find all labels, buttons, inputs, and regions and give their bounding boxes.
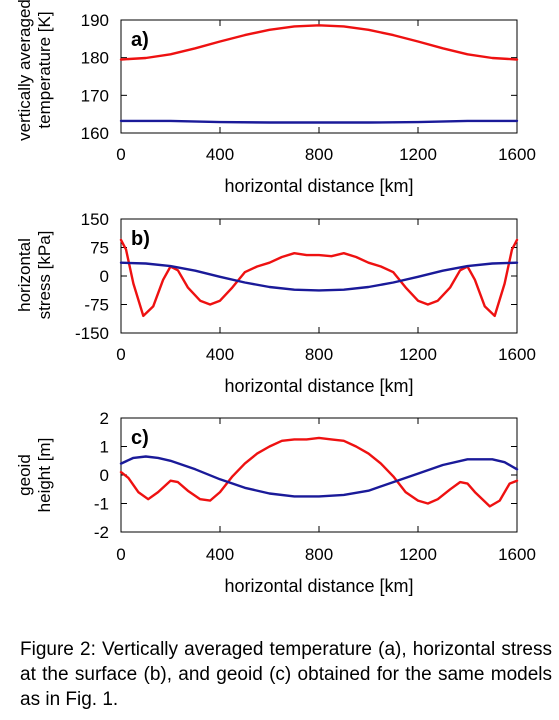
y-tick-label: -2 bbox=[94, 523, 109, 542]
x-tick-label: 1600 bbox=[498, 345, 536, 364]
panel-label: c) bbox=[131, 427, 149, 449]
panel-label: b) bbox=[131, 228, 150, 250]
figure-2-charts: 0 400 800 1200 1600160170180190a)horizontal … bbox=[15, 0, 536, 596]
y-tick-label: 1 bbox=[100, 438, 109, 457]
x-tick-label: 400 bbox=[206, 545, 234, 564]
series-line-1 bbox=[119, 24, 519, 61]
panel-label: a) bbox=[131, 29, 149, 51]
y-axis-label: geoid bbox=[15, 454, 34, 496]
y-axis-label: temperature [K] bbox=[35, 11, 54, 128]
x-tick-label: 1200 bbox=[399, 145, 437, 164]
y-axis-label: stress [kPa] bbox=[35, 231, 54, 320]
y-tick-label: -75 bbox=[84, 296, 109, 315]
y-tick-label: 180 bbox=[81, 49, 109, 68]
x-tick-label: 0 bbox=[116, 545, 125, 564]
y-axis-label: height [m] bbox=[35, 438, 54, 513]
series-line-1 bbox=[119, 238, 519, 318]
figure-caption: Figure 2: Vertically averaged temperatur… bbox=[20, 639, 552, 710]
x-tick-label: 0 bbox=[116, 145, 125, 164]
chart-panel-3: 0 400 800 1200 1600 -2 -1 0 1 2 c) horizontal dista… bbox=[15, 409, 536, 596]
y-axis-label: horizontal bbox=[15, 238, 34, 312]
x-tick-label: 400 bbox=[206, 145, 234, 164]
x-tick-label: 1200 bbox=[399, 545, 437, 564]
x-tick-label: 1600 bbox=[498, 145, 536, 164]
chart-panel-1: 0 400 800 1200 1600 160 170 180 190 a) horizontal … bbox=[15, 0, 536, 196]
y-axis-label: vertically averaged bbox=[15, 0, 34, 141]
y-tick-label: 170 bbox=[81, 86, 109, 105]
y-tick-label: 0 bbox=[100, 466, 109, 485]
series-line-2 bbox=[119, 455, 519, 498]
x-tick-label: 800 bbox=[305, 545, 333, 564]
x-tick-label: 800 bbox=[305, 345, 333, 364]
x-tick-label: 0 bbox=[116, 345, 125, 364]
plot-frame bbox=[120, 19, 518, 134]
x-tick-label: 800 bbox=[305, 145, 333, 164]
y-tick-label: 0 bbox=[100, 267, 109, 286]
series-line-1 bbox=[119, 436, 519, 508]
y-tick-label: -150 bbox=[75, 324, 109, 343]
y-tick-label: 75 bbox=[90, 239, 109, 258]
y-tick-label: 190 bbox=[81, 11, 109, 30]
x-axis-label: horizontal distance [km] bbox=[224, 376, 413, 396]
series-line-2 bbox=[119, 261, 519, 292]
x-tick-label: 1200 bbox=[399, 345, 437, 364]
plot-frame bbox=[120, 417, 518, 533]
x-tick-label: 1600 bbox=[498, 545, 536, 564]
y-tick-label: 2 bbox=[100, 409, 109, 428]
x-axis-label: horizontal distance [km] bbox=[224, 576, 413, 596]
series-line-2 bbox=[119, 119, 519, 124]
chart-panel-2: 0 400 800 1200 1600 -150 -75 0 75 150 b) horizontal… bbox=[15, 210, 536, 396]
x-axis-label: horizontal distance [km] bbox=[224, 176, 413, 196]
x-tick-label: 400 bbox=[206, 345, 234, 364]
y-tick-label: 160 bbox=[81, 124, 109, 143]
y-tick-label: -1 bbox=[94, 495, 109, 514]
y-tick-label: 150 bbox=[81, 210, 109, 229]
